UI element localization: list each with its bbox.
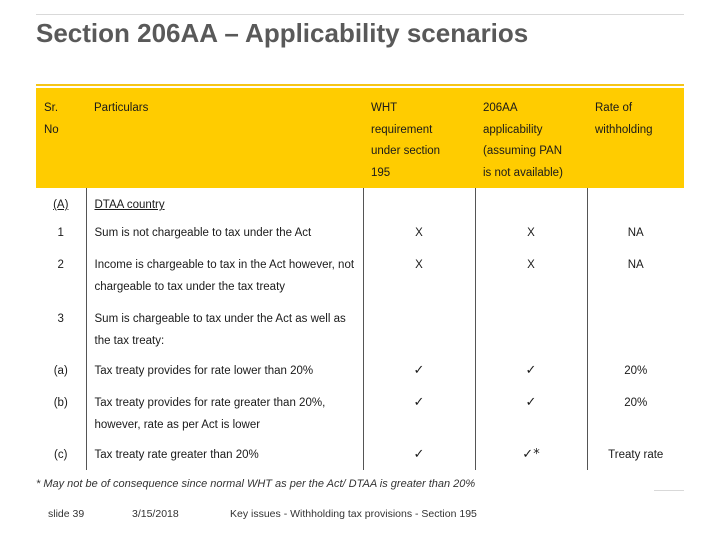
check-icon: ✓ — [413, 447, 425, 462]
row-wht — [364, 302, 475, 308]
title-divider — [36, 84, 684, 86]
row-particulars: Sum is not chargeable to tax under the A… — [94, 227, 312, 239]
header-sr: Sr. No — [36, 88, 86, 188]
row-sr: (c) — [54, 449, 68, 461]
row-rate: 20% — [624, 365, 648, 377]
row-wht: X — [415, 227, 423, 239]
check-icon: ✓ — [525, 395, 537, 410]
row-particulars: DTAA country — [94, 199, 165, 211]
footer-divider — [654, 490, 684, 491]
table-row: 1 Sum is not chargeable to tax under the… — [36, 216, 684, 248]
header-rate: Rate of withholding — [587, 88, 684, 188]
row-sr: (A) — [53, 199, 69, 211]
scenarios-table: Sr. No Particulars WHT requirement under… — [36, 88, 684, 470]
row-rate: 20% — [624, 397, 648, 409]
table-row: (A) DTAA country — [36, 188, 684, 216]
row-wht: X — [415, 259, 423, 271]
row-applicability: X — [527, 227, 535, 239]
table-header-row: Sr. No Particulars WHT requirement under… — [36, 88, 684, 188]
row-wht — [364, 188, 475, 194]
table-row: (c) Tax treaty rate greater than 20% ✓ ✓… — [36, 438, 684, 470]
table-row: (b) Tax treaty provides for rate greater… — [36, 386, 684, 438]
slide-number: slide 39 — [48, 508, 85, 520]
row-applicability — [476, 302, 587, 308]
top-divider — [36, 14, 684, 15]
row-particulars: Sum is chargeable to tax under the Act a… — [94, 313, 346, 347]
check-icon: ✓ — [413, 363, 425, 378]
row-rate — [588, 188, 685, 194]
row-sr: 2 — [57, 259, 64, 271]
row-sr: (a) — [53, 365, 68, 377]
row-rate: NA — [627, 259, 644, 271]
header-wht: WHT requirement under section 195 — [363, 88, 475, 188]
check-icon: ✓ — [525, 363, 537, 378]
row-rate: Treaty rate — [608, 449, 664, 461]
footnote: * May not be of consequence since normal… — [36, 478, 476, 490]
row-sr: (b) — [53, 397, 68, 409]
footer-text: Key issues - Withholding tax provisions … — [230, 508, 477, 520]
row-particulars: Tax treaty rate greater than 20% — [94, 449, 259, 461]
slide-title: Section 206AA – Applicability scenarios — [36, 18, 529, 48]
slide-date: 3/15/2018 — [132, 508, 179, 520]
row-particulars: Tax treaty provides for rate lower than … — [94, 365, 314, 377]
header-applicability: 206AA applicability (assuming PAN is not… — [475, 88, 587, 188]
row-applicability — [476, 188, 587, 194]
row-sr: 3 — [57, 313, 64, 325]
row-sr: 1 — [57, 227, 64, 239]
row-particulars: Income is chargeable to tax in the Act h… — [94, 259, 355, 293]
check-icon: ✓* — [522, 447, 540, 462]
table-row: (a) Tax treaty provides for rate lower t… — [36, 354, 684, 386]
table-row: 3 Sum is chargeable to tax under the Act… — [36, 302, 684, 354]
table-row: 2 Income is chargeable to tax in the Act… — [36, 248, 684, 302]
check-icon: ✓ — [413, 395, 425, 410]
row-applicability: X — [527, 259, 535, 271]
row-rate: NA — [627, 227, 644, 239]
row-rate — [588, 302, 685, 308]
row-particulars: Tax treaty provides for rate greater tha… — [94, 397, 326, 431]
header-particulars: Particulars — [86, 88, 363, 188]
